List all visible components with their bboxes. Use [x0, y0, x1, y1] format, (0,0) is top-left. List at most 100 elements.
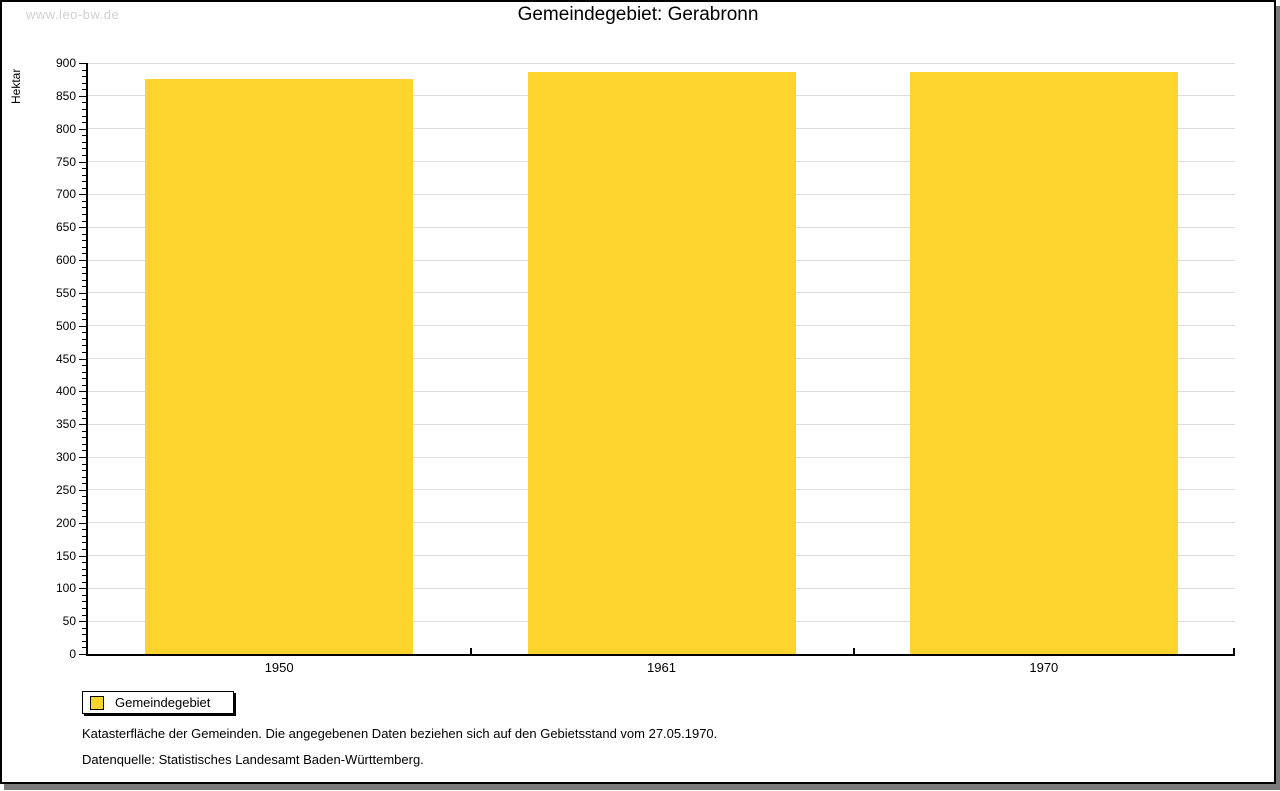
y-axis-minor-tick: [82, 305, 86, 307]
y-axis-tick-label: 50: [62, 614, 76, 629]
y-axis-major-tick: [79, 489, 86, 491]
y-axis-title: Hektar: [9, 68, 23, 104]
y-axis-major-tick: [79, 260, 86, 261]
y-axis-major-tick: [79, 555, 86, 557]
y-axis-minor-tick: [82, 384, 86, 386]
y-axis-major-tick: [79, 161, 86, 163]
y-axis-minor-tick: [82, 404, 86, 406]
y-axis-minor-tick: [82, 548, 86, 550]
y-axis-major-tick: [79, 95, 86, 97]
x-axis-category-label: 1961: [647, 660, 676, 675]
y-axis-tick-label: 600: [55, 253, 76, 267]
y-axis-major-tick: [79, 325, 86, 327]
y-axis-minor-tick: [82, 214, 86, 216]
y-axis-minor-tick: [82, 141, 86, 143]
y-axis-minor-tick: [82, 562, 86, 564]
y-axis-minor-tick: [82, 417, 86, 419]
footer-source: Datenquelle: Statistisches Landesamt Bad…: [82, 752, 424, 767]
y-axis-minor-tick: [82, 627, 86, 629]
y-axis-minor-tick: [82, 319, 86, 321]
y-axis-tick-label: 500: [55, 318, 76, 333]
y-axis-minor-tick: [82, 122, 86, 124]
y-axis-tick-label: 800: [55, 121, 76, 136]
y-axis-minor-tick: [82, 207, 86, 209]
y-axis-major-tick: [79, 227, 86, 229]
y-axis-major-tick: [79, 358, 86, 360]
bar-1961: [527, 71, 796, 654]
y-axis-minor-tick: [82, 220, 86, 222]
y-axis-major-tick: [79, 292, 86, 294]
y-axis-minor-tick: [82, 338, 86, 340]
y-axis-minor-tick: [82, 535, 86, 537]
y-axis-tick-label: 0: [69, 647, 76, 661]
y-axis-minor-tick: [82, 608, 86, 610]
y-axis-minor-tick: [82, 483, 86, 485]
y-axis-minor-tick: [82, 496, 86, 498]
bar-1950: [145, 78, 414, 654]
y-axis-minor-tick: [82, 365, 86, 367]
y-axis-minor-tick: [82, 200, 86, 202]
y-axis-minor-tick: [82, 266, 86, 268]
y-axis-minor-tick: [82, 463, 86, 465]
y-axis-major-tick: [79, 588, 86, 590]
y-axis-minor-tick: [82, 115, 86, 117]
x-axis-boundary-tick: [852, 648, 855, 654]
y-axis-minor-tick: [82, 397, 86, 399]
y-axis-major-tick: [79, 457, 86, 458]
y-axis-minor-tick: [82, 430, 86, 432]
legend-label: Gemeindegebiet: [115, 695, 211, 710]
y-axis-tick-label: 200: [55, 515, 76, 530]
y-axis-minor-tick: [82, 575, 86, 577]
y-axis-minor-tick: [82, 240, 86, 242]
y-axis-minor-tick: [82, 332, 86, 334]
y-axis-tick-label: 150: [55, 548, 76, 563]
y-axis-major-tick: [79, 522, 86, 524]
y-axis-minor-tick: [82, 634, 86, 636]
gridline: [88, 62, 1235, 64]
y-axis-minor-tick: [82, 542, 86, 544]
y-axis-tick-label: 650: [55, 220, 76, 235]
y-axis-tick-label: 400: [55, 384, 76, 399]
y-axis-major-tick: [79, 424, 86, 426]
y-axis-minor-tick: [82, 351, 86, 353]
y-axis-minor-tick: [82, 601, 86, 603]
y-axis-minor-tick: [82, 233, 86, 235]
y-axis-minor-tick: [82, 614, 86, 616]
y-axis-minor-tick: [82, 286, 86, 288]
y-axis-minor-tick: [82, 279, 86, 281]
y-axis-tick-label: 100: [55, 581, 76, 596]
y-axis-tick-label: 450: [55, 351, 76, 366]
y-axis-tick-label: 750: [55, 154, 76, 169]
x-axis-boundary-tick: [1233, 648, 1235, 654]
y-axis-minor-tick: [82, 509, 86, 511]
y-axis-minor-tick: [82, 108, 86, 110]
y-axis-major-tick: [79, 391, 86, 393]
chart-title: Gemeindegebiet: Gerabronn: [517, 4, 759, 25]
y-axis-major-tick: [79, 63, 86, 64]
y-axis-minor-tick: [82, 529, 86, 531]
y-axis-tick-label: 250: [55, 482, 76, 497]
y-axis-minor-tick: [82, 437, 86, 439]
y-axis-major-tick: [79, 654, 86, 655]
y-axis-minor-tick: [82, 168, 86, 170]
y-axis-minor-tick: [82, 516, 86, 518]
y-axis-minor-tick: [82, 568, 86, 570]
y-axis-minor-tick: [82, 154, 86, 156]
y-axis-minor-tick: [82, 476, 86, 478]
y-axis-minor-tick: [82, 82, 86, 84]
footer-note: Katasterfläche der Gemeinden. Die angege…: [82, 726, 718, 741]
y-axis-major-tick: [79, 128, 86, 130]
y-axis-minor-tick: [82, 69, 86, 71]
y-axis-minor-tick: [82, 640, 86, 642]
y-axis-minor-tick: [82, 470, 86, 472]
y-axis-tick-label: 850: [55, 88, 76, 103]
y-axis-minor-tick: [82, 273, 86, 275]
y-axis-minor-tick: [82, 581, 86, 583]
y-axis-minor-tick: [82, 181, 86, 183]
y-axis-minor-tick: [82, 594, 86, 596]
y-axis-minor-tick: [82, 378, 86, 380]
y-axis-minor-tick: [82, 647, 86, 649]
y-axis-minor-tick: [82, 411, 86, 413]
legend: Gemeindegebiet: [82, 691, 234, 714]
